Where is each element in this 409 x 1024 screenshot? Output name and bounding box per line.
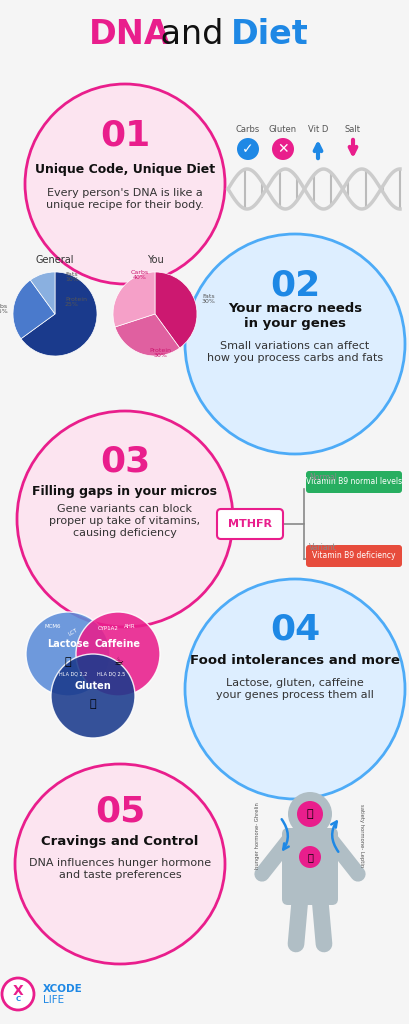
Text: Gluten: Gluten (74, 681, 111, 691)
Wedge shape (155, 272, 196, 348)
Text: DNA: DNA (89, 17, 171, 50)
Text: Salt: Salt (344, 125, 360, 133)
Text: DNA influences hunger hormone
and taste preferences: DNA influences hunger hormone and taste … (29, 858, 211, 880)
Text: Gluten: Gluten (268, 125, 297, 133)
FancyBboxPatch shape (216, 509, 282, 539)
Text: 🥛: 🥛 (65, 657, 71, 667)
Wedge shape (13, 280, 55, 339)
Text: 🌾: 🌾 (90, 699, 96, 709)
Text: and: and (150, 17, 234, 50)
Text: 05: 05 (94, 795, 145, 829)
Text: LIFE: LIFE (43, 995, 64, 1005)
Text: Caffeine: Caffeine (95, 639, 141, 649)
Text: HLA DQ 2.5: HLA DQ 2.5 (97, 672, 125, 677)
Text: AHR: AHR (124, 624, 135, 629)
Circle shape (271, 138, 293, 160)
Text: Filling gaps in your micros: Filling gaps in your micros (32, 484, 217, 498)
Ellipse shape (17, 411, 232, 627)
Text: HLA DQ 2.2: HLA DQ 2.2 (59, 672, 87, 677)
Text: XCODE: XCODE (43, 984, 83, 994)
Text: Food intolerances and more: Food intolerances and more (190, 654, 399, 668)
Text: 02: 02 (269, 269, 319, 303)
Text: satiety hormone- Leptin: satiety hormone- Leptin (359, 805, 364, 867)
Text: LCT: LCT (67, 628, 79, 637)
Text: 03: 03 (100, 444, 150, 478)
FancyBboxPatch shape (305, 545, 401, 567)
Circle shape (296, 801, 322, 827)
Text: hunger hormone- Ghrelin: hunger hormone- Ghrelin (255, 803, 260, 869)
Text: You: You (146, 255, 163, 265)
Text: ✕: ✕ (276, 142, 288, 156)
Text: MTHFR: MTHFR (227, 519, 271, 529)
Text: CYP1A2: CYP1A2 (97, 627, 118, 632)
Circle shape (51, 654, 135, 738)
Text: Unique Code, Unique Diet: Unique Code, Unique Diet (35, 163, 215, 175)
Text: 🫶: 🫶 (306, 852, 312, 862)
Text: General: General (36, 255, 74, 265)
FancyBboxPatch shape (281, 828, 337, 905)
Circle shape (287, 792, 331, 836)
Text: MCM6: MCM6 (45, 624, 61, 629)
Text: 04: 04 (269, 612, 319, 646)
Text: 🧠: 🧠 (306, 809, 312, 819)
FancyBboxPatch shape (305, 471, 401, 493)
Text: Lactose, gluten, caffeine
your genes process them all: Lactose, gluten, caffeine your genes pro… (216, 678, 373, 699)
Wedge shape (30, 272, 55, 314)
Text: Carbs: Carbs (235, 125, 259, 133)
Circle shape (298, 846, 320, 868)
Text: Carbs
65%: Carbs 65% (0, 303, 8, 314)
Wedge shape (113, 272, 155, 327)
Circle shape (26, 612, 110, 696)
Text: Fats
10%: Fats 10% (65, 271, 79, 283)
Text: Cravings and Control: Cravings and Control (41, 836, 198, 849)
Text: Small variations can affect
how you process carbs and fats: Small variations can affect how you proc… (207, 341, 382, 362)
Text: X: X (13, 984, 23, 998)
Text: Your macro needs
in your genes: Your macro needs in your genes (227, 302, 361, 330)
Wedge shape (21, 272, 97, 356)
Text: Carbs
40%: Carbs 40% (130, 269, 149, 281)
Ellipse shape (184, 234, 404, 454)
Text: Vitamin B9 normal levels: Vitamin B9 normal levels (305, 477, 401, 486)
Text: Vitamin B9 deficiency: Vitamin B9 deficiency (312, 552, 395, 560)
Text: C: C (16, 996, 20, 1002)
Text: Protein
25%: Protein 25% (65, 297, 87, 307)
Circle shape (76, 612, 160, 696)
Text: Vit D: Vit D (307, 125, 327, 133)
Text: Diet: Diet (231, 17, 308, 50)
Text: Gene variants can block
proper up take of vitamins,
causing deficiency: Gene variants can block proper up take o… (49, 505, 200, 538)
Text: Every person's DNA is like a
unique recipe for their body.: Every person's DNA is like a unique reci… (46, 188, 203, 210)
Text: ☕: ☕ (113, 657, 123, 667)
Text: Normal: Normal (308, 472, 336, 481)
Text: 01: 01 (100, 119, 150, 153)
Text: Protein
30%: Protein 30% (148, 347, 171, 358)
Circle shape (236, 138, 258, 160)
Text: Fats
30%: Fats 30% (202, 294, 216, 304)
Text: ✓: ✓ (242, 142, 253, 156)
Circle shape (2, 978, 34, 1010)
Text: Lactose: Lactose (47, 639, 89, 649)
Wedge shape (115, 314, 179, 356)
Ellipse shape (15, 764, 225, 964)
Text: Variant: Variant (308, 543, 336, 552)
Ellipse shape (184, 579, 404, 799)
Ellipse shape (25, 84, 225, 284)
